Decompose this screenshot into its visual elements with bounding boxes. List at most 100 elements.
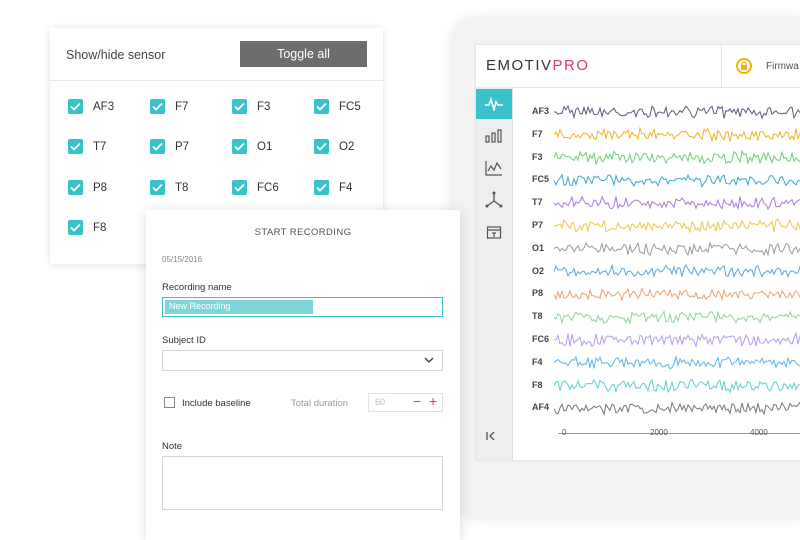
sensor-label: FC6 — [257, 181, 279, 194]
include-baseline-label: Include baseline — [182, 398, 251, 409]
checkmark-icon — [68, 99, 83, 114]
channel-label-o1: O1 — [532, 242, 545, 253]
sidebar-line-chart-button[interactable] — [476, 153, 512, 183]
eeg-waveform-area — [554, 105, 800, 417]
note-textarea[interactable] — [162, 456, 443, 510]
sensor-label: O2 — [339, 140, 355, 153]
app-header: EMOTIVPRO Firmwa — [476, 45, 800, 88]
sensor-label: F7 — [175, 100, 189, 113]
sensor-checkbox-o1[interactable]: O1 — [232, 139, 272, 154]
sensor-label: F4 — [339, 181, 353, 194]
logo-accent-text: PRO — [552, 57, 590, 74]
lock-icon[interactable] — [736, 58, 752, 74]
channel-label-p7: P7 — [532, 220, 544, 230]
sensor-checkbox-p7[interactable]: P7 — [150, 139, 189, 154]
sensor-checkbox-fc6[interactable]: FC6 — [232, 180, 279, 195]
checkmark-icon — [232, 99, 247, 114]
waveform-o1 — [554, 241, 800, 257]
sidebar-trigger-button[interactable] — [476, 217, 512, 247]
app-logo: EMOTIVPRO — [486, 57, 590, 74]
toggle-all-button[interactable]: Toggle all — [240, 41, 367, 67]
text-selection-highlight — [165, 300, 313, 314]
total-duration-stepper[interactable]: 60 − + — [368, 393, 443, 412]
sensor-checkbox-f4[interactable]: F4 — [314, 180, 352, 195]
include-baseline-checkbox[interactable] — [164, 397, 175, 408]
sensor-checkbox-f7[interactable]: F7 — [150, 99, 188, 114]
dialog-title: START RECORDING — [254, 227, 352, 238]
waveform-t7 — [554, 195, 800, 211]
recording-name-input[interactable]: New Recording — [162, 297, 443, 317]
checkmark-icon — [314, 139, 329, 154]
sensor-label: T7 — [93, 140, 107, 153]
checkmark-icon — [232, 139, 247, 154]
sensor-checkbox-t7[interactable]: T7 — [68, 139, 106, 154]
sensor-checkbox-fc5[interactable]: FC5 — [314, 99, 361, 114]
sensor-checkbox-o2[interactable]: O2 — [314, 139, 354, 154]
note-label: Note — [162, 441, 183, 452]
subject-id-label: Subject ID — [162, 335, 206, 346]
recording-name-value: New Recording — [169, 301, 231, 311]
checkmark-icon — [150, 139, 165, 154]
firmware-label[interactable]: Firmwa — [766, 61, 799, 72]
channel-label-t7: T7 — [532, 197, 543, 208]
recording-date: 05/15/2016 — [162, 255, 203, 264]
increment-icon[interactable]: + — [429, 393, 438, 409]
channel-label-f7: F7 — [532, 128, 543, 139]
waveform-f7 — [554, 126, 800, 143]
axis-tick-label: 2000 — [650, 428, 668, 437]
axis-tick-label: 4000 — [750, 428, 768, 437]
collapse-sidebar-icon[interactable] — [486, 430, 496, 444]
sensor-checkbox-p8[interactable]: P8 — [68, 180, 107, 195]
channel-label-f8: F8 — [532, 379, 543, 390]
chevron-down-icon — [424, 357, 434, 363]
waveform-p7 — [554, 218, 800, 234]
total-duration-label: Total duration — [291, 398, 349, 409]
sensor-checkbox-t8[interactable]: T8 — [150, 180, 188, 195]
waveform-af4 — [554, 401, 800, 417]
checkmark-icon — [232, 180, 247, 195]
channel-label-af4: AF4 — [532, 402, 550, 413]
logo-main-text: EMOTIV — [486, 57, 553, 74]
waveform-t8 — [554, 310, 800, 326]
channel-label-t8: T8 — [532, 311, 543, 322]
line-chart-icon — [485, 161, 502, 176]
emotiv-app-window: EMOTIVPRO Firmwa AF3 F7 F3 FC5 T7 P7 O1 O2 P8 T8 F… — [476, 45, 800, 460]
header-divider — [721, 45, 722, 87]
sensor-label: O1 — [257, 140, 273, 153]
sensor-checkbox-f8[interactable]: F8 — [68, 220, 106, 235]
channel-label-fc6: FC6 — [532, 334, 550, 344]
sensor-checkbox-af3[interactable]: AF3 — [68, 99, 114, 114]
waveform-af3 — [554, 105, 800, 120]
sidebar-bars-button[interactable] — [476, 121, 512, 151]
waveform-icon — [485, 97, 503, 111]
channel-label-af3: AF3 — [532, 106, 550, 116]
sensor-label: F8 — [93, 221, 107, 234]
waveform-fc5 — [554, 173, 800, 189]
channel-label-p8: P8 — [532, 288, 544, 299]
sidebar-eeg-button[interactable] — [476, 89, 512, 119]
axis-tick-label: 0 — [562, 428, 567, 437]
decrement-icon[interactable]: − — [413, 393, 422, 409]
start-recording-dialog: START RECORDING 05/15/2016 Recording nam… — [146, 210, 460, 540]
bar-chart-icon — [485, 129, 502, 143]
sensor-label: FC5 — [339, 100, 361, 113]
app-sidebar — [476, 87, 513, 460]
sidebar-motion-button[interactable] — [476, 185, 512, 215]
checkmark-icon — [314, 99, 329, 114]
waveform-f4 — [554, 354, 800, 370]
sensor-checkbox-f3[interactable]: F3 — [232, 99, 270, 114]
sensor-label: F3 — [257, 100, 271, 113]
subject-id-select[interactable] — [162, 350, 443, 371]
trigger-box-icon — [486, 226, 502, 239]
channel-label-o2: O2 — [532, 265, 545, 276]
checkmark-icon — [68, 220, 83, 235]
time-axis — [558, 433, 800, 434]
waveform-o2 — [554, 263, 800, 279]
checkmark-icon — [68, 180, 83, 195]
channel-label-f3: F3 — [532, 151, 543, 162]
duration-value: 60 — [375, 397, 386, 407]
sensor-label: T8 — [175, 181, 189, 194]
channel-label-fc5: FC5 — [532, 174, 550, 185]
checkmark-icon — [314, 180, 329, 195]
waveform-f3 — [554, 149, 800, 166]
